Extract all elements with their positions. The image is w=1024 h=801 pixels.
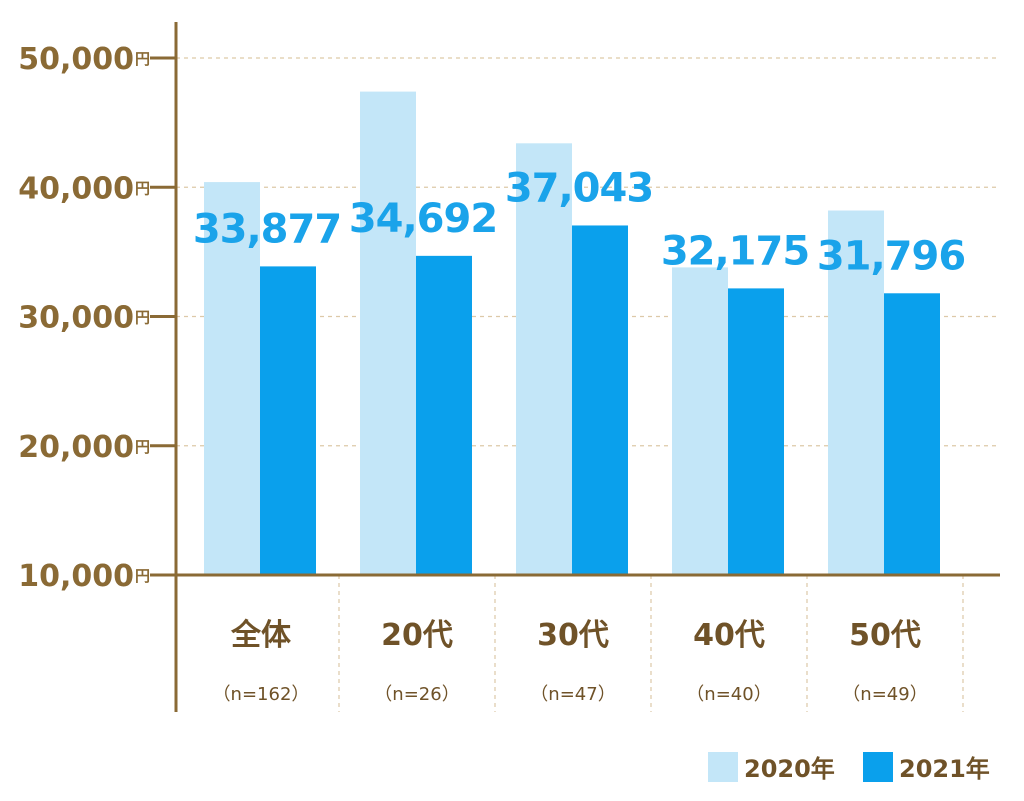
bar-2020-2 bbox=[516, 143, 572, 575]
data-label-2021: 33,877 bbox=[193, 206, 341, 252]
bar-2021-4 bbox=[884, 293, 940, 575]
y-tick-unit: 円 bbox=[135, 179, 150, 197]
bars bbox=[204, 91, 940, 575]
bar-2021-2 bbox=[572, 225, 628, 575]
category-label: 50代 bbox=[849, 618, 921, 653]
bar-2021-0 bbox=[260, 266, 316, 575]
category-label: 全体 bbox=[230, 618, 292, 653]
data-label-2021: 32,175 bbox=[661, 228, 809, 274]
category-sample-size: （n=47） bbox=[530, 684, 615, 705]
axes: 10,000 円20,000 円30,000 円40,000 円50,000 円全体（n=… bbox=[18, 22, 1000, 712]
legend-label-1: 2021年 bbox=[899, 755, 990, 783]
category-label: 40代 bbox=[693, 618, 765, 653]
y-tick-unit: 円 bbox=[135, 567, 150, 585]
category-label: 20代 bbox=[381, 618, 453, 653]
y-tick-label: 40,000 bbox=[18, 171, 134, 206]
legend-label-0: 2020年 bbox=[744, 755, 835, 783]
y-tick-unit: 円 bbox=[135, 438, 150, 456]
y-tick-label: 10,000 bbox=[18, 559, 134, 594]
bar-2020-1 bbox=[360, 91, 416, 575]
category-sample-size: （n=162） bbox=[213, 684, 310, 705]
y-tick-unit: 円 bbox=[135, 309, 150, 327]
bar-2021-3 bbox=[728, 288, 784, 575]
y-tick-label: 20,000 bbox=[18, 430, 134, 465]
data-label-2021: 37,043 bbox=[505, 165, 653, 211]
legend-swatch-0 bbox=[708, 752, 738, 782]
bar-2020-0 bbox=[204, 182, 260, 575]
y-tick-label: 30,000 bbox=[18, 301, 134, 336]
legend-swatch-1 bbox=[863, 752, 893, 782]
data-label-2021: 34,692 bbox=[349, 196, 497, 242]
y-tick-unit: 円 bbox=[135, 50, 150, 68]
bar-2020-3 bbox=[672, 267, 728, 575]
legend: 2020年 2021年 bbox=[708, 752, 990, 783]
category-sample-size: （n=40） bbox=[686, 684, 771, 705]
bar-2021-1 bbox=[416, 255, 472, 575]
category-sample-size: （n=26） bbox=[374, 684, 459, 705]
y-tick-label: 50,000 bbox=[18, 42, 134, 77]
category-label: 30代 bbox=[537, 618, 609, 653]
category-sample-size: （n=49） bbox=[842, 684, 927, 705]
data-label-2021: 31,796 bbox=[817, 233, 965, 279]
bar-2020-4 bbox=[828, 210, 884, 575]
